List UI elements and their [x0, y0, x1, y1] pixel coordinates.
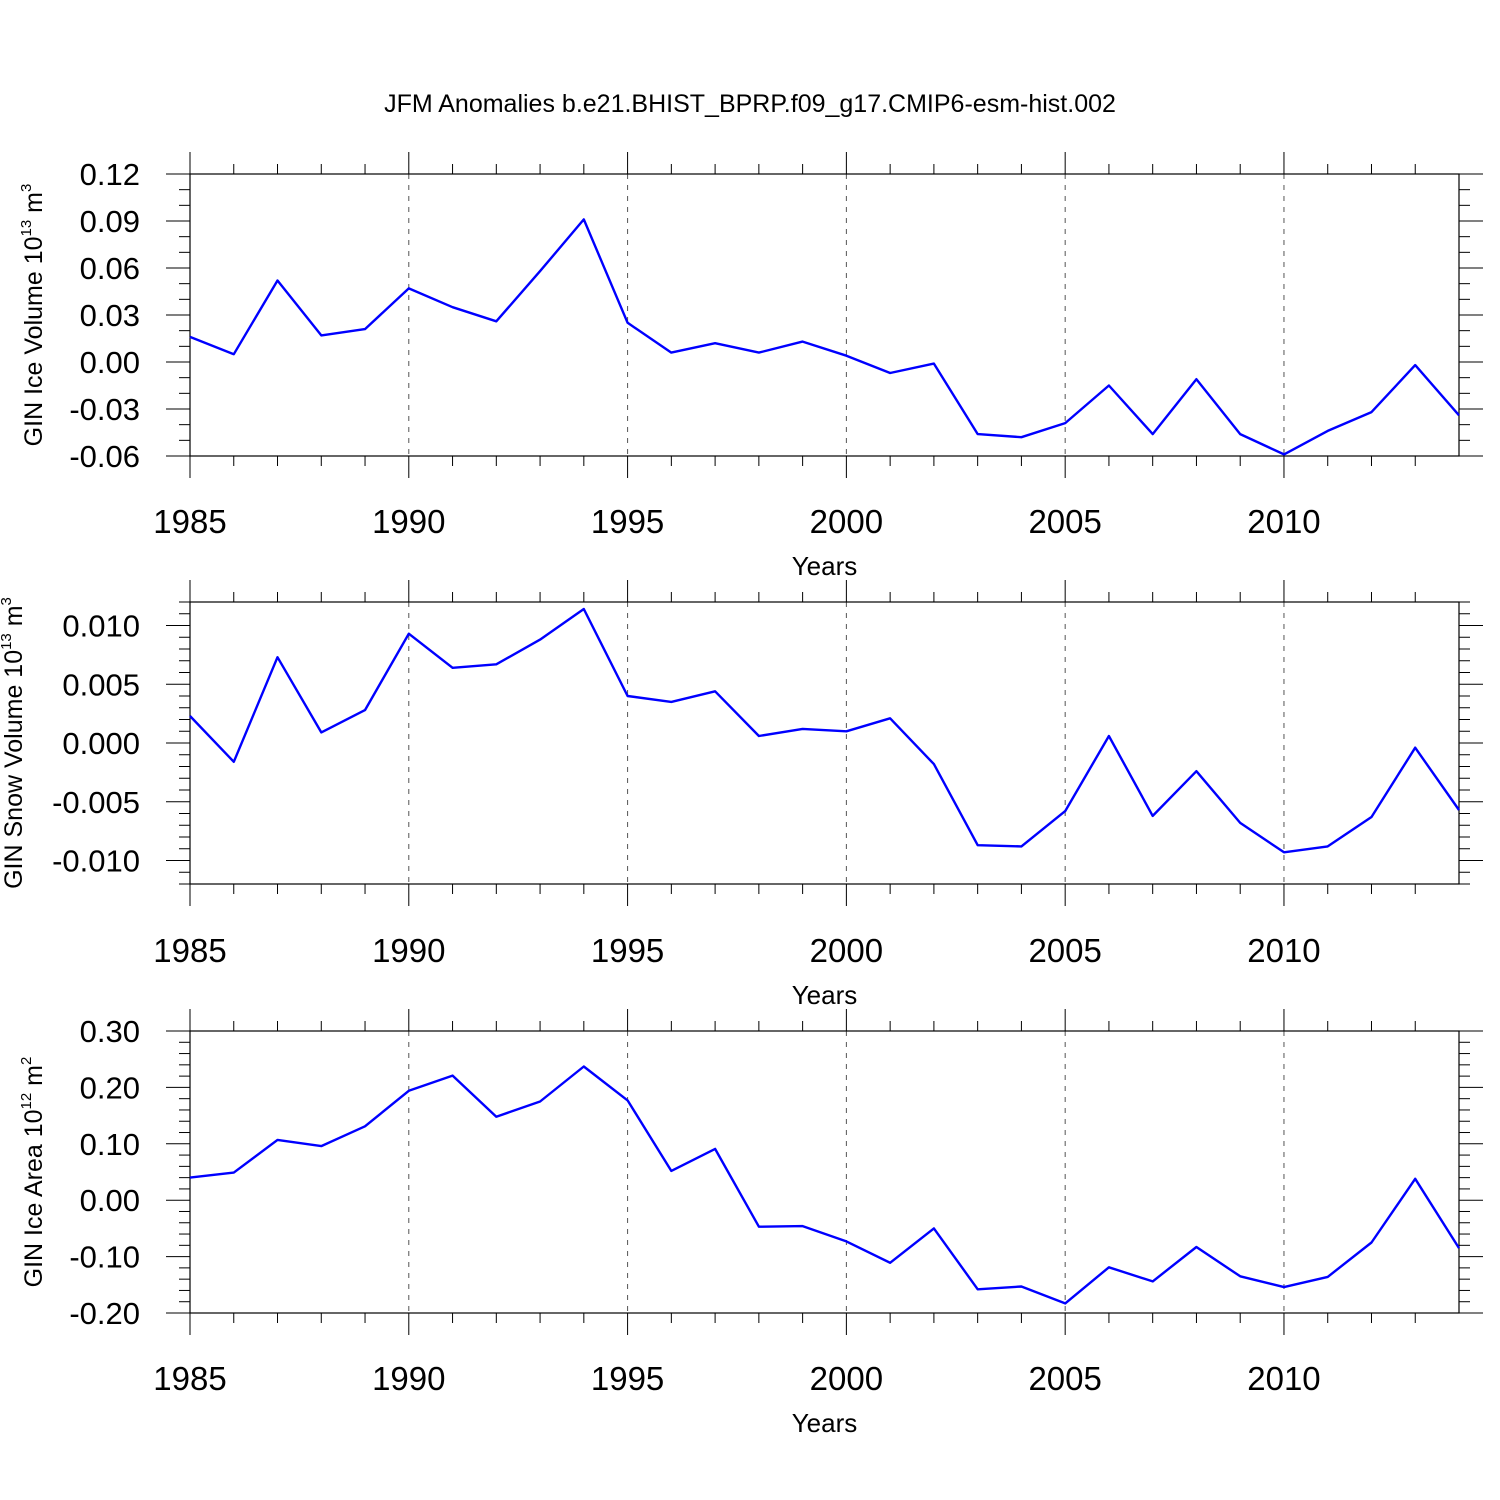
y-tick-label: -0.06 [69, 439, 140, 474]
y-axis-label: GIN Snow Volume 1013 m3 [0, 597, 28, 889]
y-axis-label-text: m [20, 1065, 48, 1093]
y-tick-label: -0.010 [52, 844, 140, 879]
plot-frame [189, 1030, 1460, 1314]
y-axis-label-text: m [0, 605, 28, 633]
y-tick-label: -0.10 [69, 1240, 140, 1275]
y-tick-label: 0.000 [62, 726, 140, 761]
x-tick-label: 1990 [372, 932, 445, 969]
panel-snow-volume: 1985 1990 1995 2000 2005 2010 -0.010 -0.005 0.00… [0, 580, 1483, 1010]
y-tick-label: 0.005 [62, 667, 140, 702]
y-tick-label: -0.03 [69, 392, 140, 427]
x-tick-label: 1985 [153, 503, 226, 540]
x-tick-label: 2010 [1247, 932, 1320, 969]
x-tick-label: 1990 [372, 503, 445, 540]
y-axis-label-superscript: 13 [0, 633, 15, 650]
y-tick-label: 0.12 [80, 157, 140, 192]
plot-frame [189, 601, 1460, 885]
y-axis-label: GIN Ice Area 1012 m2 [18, 1057, 48, 1288]
x-tick-label: 1990 [372, 1360, 445, 1397]
y-tick-label: 0.06 [80, 251, 140, 286]
x-axis-label: Years [792, 980, 858, 1010]
y-axis-label-text: GIN Snow Volume 10 [0, 650, 28, 889]
series-line [189, 218, 1460, 456]
y-tick-label: 0.00 [80, 345, 140, 380]
x-tick-label: 2005 [1028, 503, 1101, 540]
y-tick-label: 0.09 [80, 204, 140, 239]
plot-frame [189, 173, 1460, 457]
y-axis-label-superscript: 13 [18, 220, 35, 237]
x-tick-label: 1985 [153, 1360, 226, 1397]
y-tick-label: 0.00 [80, 1183, 140, 1218]
x-tick-label: 2000 [810, 503, 883, 540]
x-axis-label: Years [792, 1408, 858, 1438]
x-tick-label: 2010 [1247, 1360, 1320, 1397]
y-axis-label-text: GIN Ice Area 10 [20, 1109, 48, 1287]
y-axis-label-superscript: 2 [18, 1057, 35, 1065]
y-tick-label: 0.10 [80, 1127, 140, 1162]
y-tick-label: 0.010 [62, 609, 140, 644]
x-tick-label: 1995 [591, 503, 664, 540]
y-axis-label-text: GIN Ice Volume 10 [20, 236, 48, 446]
y-axis-label-superscript: 12 [18, 1093, 35, 1110]
x-tick-label: 2005 [1028, 1360, 1101, 1397]
y-tick-label: 0.03 [80, 298, 140, 333]
x-tick-label: 2000 [810, 932, 883, 969]
x-tick-label: 1985 [153, 932, 226, 969]
panel-ice-volume: 1985 1990 1995 2000 2005 2010 -0.06 -0.03 0.00 0.… [18, 152, 1483, 581]
panel-ice-area: 1985 1990 1995 2000 2005 2010 -0.20 -0.10 0.00 0.… [18, 1009, 1483, 1438]
y-axis-label: GIN Ice Volume 1013 m3 [18, 184, 48, 447]
chart-panels: 1985 1990 1995 2000 2005 2010 -0.06 -0.03 0.00 0.… [0, 152, 1483, 1438]
y-axis-label-superscript: 3 [0, 597, 15, 605]
y-tick-label: -0.20 [69, 1296, 140, 1331]
y-tick-label: 0.20 [80, 1070, 140, 1105]
series-line [189, 1065, 1461, 1305]
series-line [189, 607, 1460, 854]
figure-title: JFM Anomalies b.e21.BHIST_BPRP.f09_g17.C… [384, 90, 1116, 118]
y-axis-label-superscript: 3 [18, 184, 35, 192]
x-axis-label: Years [792, 551, 858, 581]
y-tick-label: -0.005 [52, 785, 140, 820]
y-axis-label-text: m [20, 192, 48, 220]
x-tick-label: 2000 [810, 1360, 883, 1397]
x-tick-label: 2005 [1028, 932, 1101, 969]
x-tick-label: 2010 [1247, 503, 1320, 540]
x-tick-label: 1995 [591, 932, 664, 969]
x-tick-label: 1995 [591, 1360, 664, 1397]
y-tick-label: 0.30 [80, 1014, 140, 1049]
